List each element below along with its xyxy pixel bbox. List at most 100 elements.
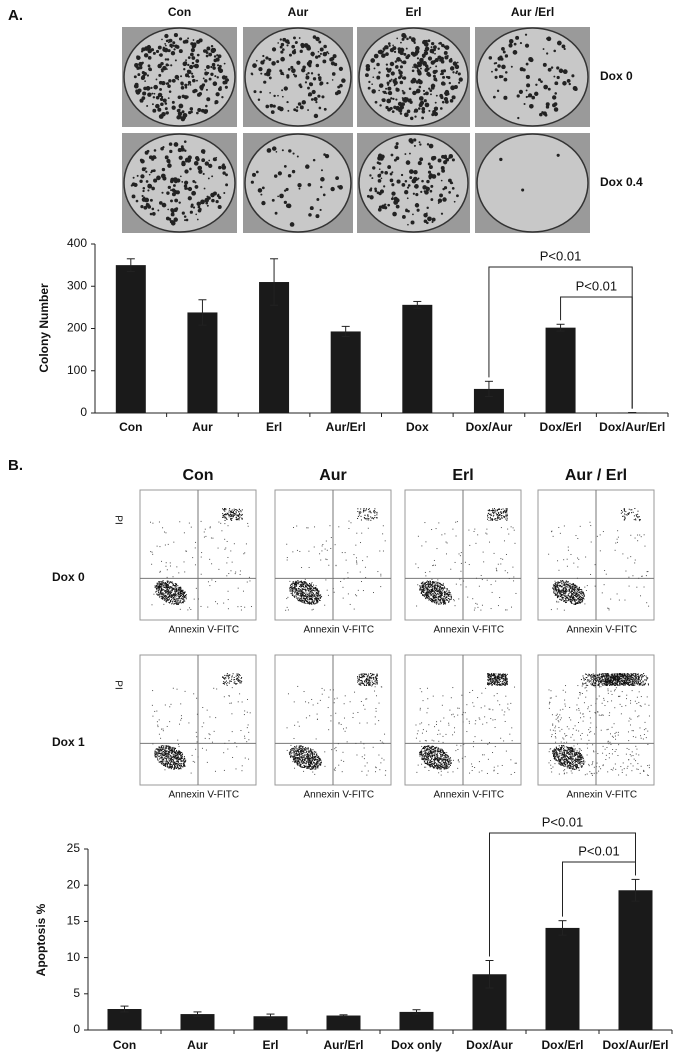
event	[165, 532, 167, 534]
event	[551, 530, 553, 532]
event	[172, 763, 174, 765]
event	[170, 765, 172, 767]
plate-dish	[476, 133, 589, 233]
event	[467, 596, 469, 598]
event	[180, 766, 182, 768]
colony	[280, 56, 285, 62]
colony	[371, 177, 374, 180]
event	[364, 518, 366, 520]
colony	[172, 177, 178, 182]
event	[312, 586, 314, 588]
event	[183, 762, 185, 764]
colony	[140, 174, 145, 179]
event	[492, 511, 494, 513]
event	[303, 595, 305, 597]
event	[371, 517, 373, 519]
event	[196, 741, 198, 743]
event	[175, 585, 177, 587]
colony	[294, 74, 298, 78]
event	[154, 752, 156, 754]
event	[162, 589, 164, 591]
event	[305, 602, 307, 604]
event	[192, 760, 194, 762]
event	[556, 590, 558, 592]
event	[575, 535, 577, 537]
event	[180, 600, 182, 602]
event	[434, 564, 436, 566]
event	[370, 516, 372, 518]
event	[428, 598, 430, 600]
event	[292, 590, 294, 592]
event	[578, 599, 580, 601]
colony	[392, 211, 397, 217]
event	[506, 509, 508, 511]
event	[499, 515, 501, 517]
event	[446, 598, 448, 600]
event	[300, 745, 302, 747]
colony	[143, 53, 149, 58]
event	[427, 592, 429, 594]
colony	[260, 60, 265, 65]
event	[303, 581, 305, 583]
colony	[223, 62, 226, 65]
event	[159, 746, 161, 748]
event	[159, 546, 161, 548]
colony	[311, 89, 316, 95]
event	[561, 580, 563, 582]
event	[166, 588, 168, 590]
event	[162, 759, 164, 761]
event	[226, 684, 228, 686]
colony	[535, 83, 538, 86]
colony	[303, 43, 309, 48]
colony	[147, 56, 152, 60]
event	[240, 605, 242, 607]
event	[207, 581, 209, 583]
event	[173, 751, 175, 753]
event	[558, 584, 560, 586]
colony	[195, 59, 200, 63]
event	[223, 514, 225, 516]
event	[196, 697, 198, 699]
colony	[305, 75, 310, 80]
colony	[378, 71, 381, 74]
colony	[210, 48, 216, 54]
event	[569, 589, 571, 591]
event	[166, 763, 168, 765]
event	[165, 586, 167, 588]
event	[583, 593, 585, 595]
row-label: Dox 1	[52, 735, 85, 749]
event	[438, 603, 440, 605]
colony	[543, 84, 548, 90]
event	[494, 510, 496, 512]
colony	[522, 68, 526, 72]
event	[435, 594, 437, 596]
event	[432, 589, 434, 591]
event	[561, 598, 563, 600]
event	[236, 679, 238, 681]
event	[164, 764, 166, 766]
event	[443, 600, 445, 602]
event	[363, 510, 365, 512]
event	[183, 600, 185, 602]
colony	[170, 179, 174, 184]
event	[159, 584, 161, 586]
event	[443, 601, 445, 603]
event	[310, 594, 312, 596]
event	[557, 584, 559, 586]
event	[429, 583, 431, 585]
event	[432, 600, 434, 602]
colony	[225, 173, 228, 177]
event	[312, 749, 314, 751]
colony	[149, 212, 153, 216]
axis-label: Annexin V-FITC	[567, 625, 638, 636]
event	[238, 680, 240, 682]
event	[308, 584, 310, 586]
event	[314, 765, 316, 767]
colony	[397, 47, 402, 51]
colony	[204, 71, 209, 76]
event	[425, 581, 427, 583]
event	[357, 508, 359, 510]
event	[176, 750, 178, 752]
colony	[142, 186, 146, 190]
event	[313, 595, 315, 597]
